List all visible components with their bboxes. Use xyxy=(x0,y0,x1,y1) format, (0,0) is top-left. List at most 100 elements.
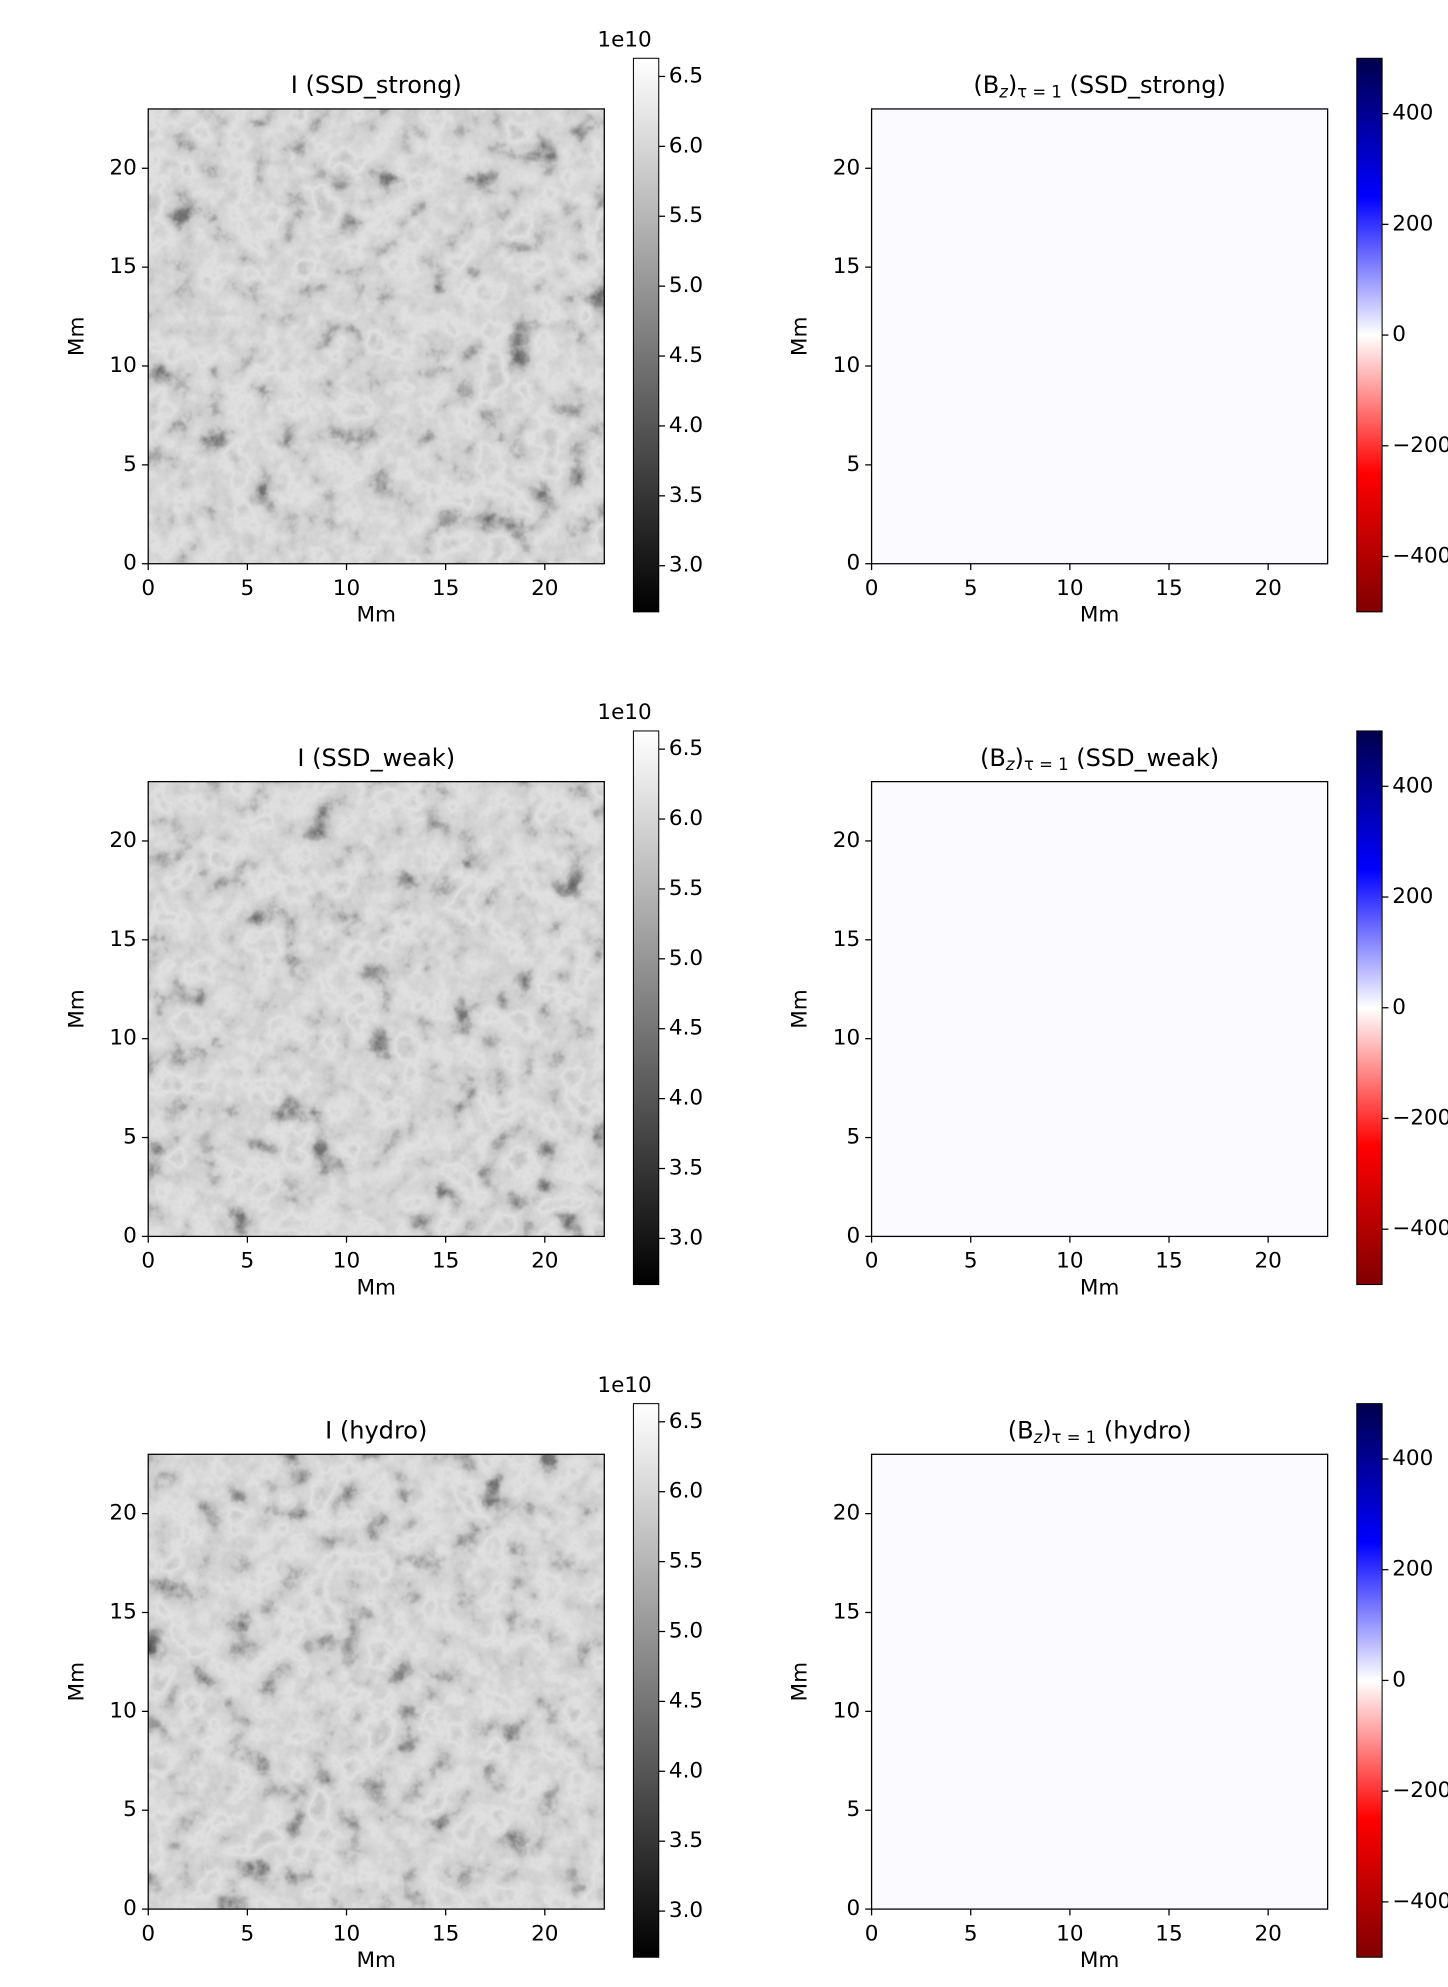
colorbar-tick-label: 5.0 xyxy=(669,946,703,971)
y-axis-label: Mm xyxy=(788,1662,813,1702)
heatmap-image xyxy=(871,1454,1328,1910)
title-part: ) xyxy=(1015,744,1024,772)
y-tick-label: 15 xyxy=(833,927,860,952)
chart-title: (Bz)τ = 1 (SSD_strong) xyxy=(973,71,1226,101)
y-tick-label: 15 xyxy=(109,927,136,952)
title-part: (B xyxy=(973,71,999,99)
x-tick-label: 15 xyxy=(1155,1249,1182,1274)
heatmap-image xyxy=(148,781,605,1237)
y-tick-label: 15 xyxy=(833,1599,860,1624)
colorbar-tick-label: 6.5 xyxy=(669,736,703,761)
y-tick-label: 20 xyxy=(109,1501,136,1526)
colorbar-tick-label: 3.5 xyxy=(669,483,703,508)
title-part: I (hydro) xyxy=(325,1417,427,1445)
x-tick-label: 0 xyxy=(865,1249,879,1274)
colorbar-tick-label: 200 xyxy=(1392,211,1433,236)
x-tick-label: 10 xyxy=(1056,576,1083,601)
x-tick-label: 20 xyxy=(1254,1921,1281,1946)
chart-title: (Bz)τ = 1 (hydro) xyxy=(1008,1417,1192,1447)
title-part: τ = 1 xyxy=(1024,755,1069,774)
x-tick-label: 0 xyxy=(141,1249,155,1274)
x-axis-label: Mm xyxy=(356,1948,396,1973)
heatmap-image xyxy=(871,781,1328,1237)
x-tick-label: 15 xyxy=(432,1921,459,1946)
colorbar-tick-label: 4.5 xyxy=(669,1688,703,1713)
x-tick-label: 10 xyxy=(333,1921,360,1946)
title-part: (SSD_strong) xyxy=(1062,71,1226,99)
y-tick-label: 5 xyxy=(123,452,137,477)
colorbar xyxy=(1356,730,1383,1286)
colorbar-tick-label: −200 xyxy=(1392,1778,1448,1803)
title-part: ) xyxy=(1008,71,1017,99)
colorbar-tick-label: 400 xyxy=(1392,101,1433,126)
y-axis-label: Mm xyxy=(788,989,813,1029)
y-tick-label: 5 xyxy=(123,1125,137,1150)
x-tick-label: 5 xyxy=(241,1249,255,1274)
y-tick-label: 10 xyxy=(833,1698,860,1723)
colorbar-tick-label: 400 xyxy=(1392,773,1433,798)
x-tick-label: 15 xyxy=(1155,1921,1182,1946)
axes-frame xyxy=(147,780,605,1238)
title-part: I (SSD_strong) xyxy=(291,71,462,99)
y-tick-label: 20 xyxy=(109,828,136,853)
title-part: (B xyxy=(980,744,1006,772)
x-tick-label: 20 xyxy=(1254,576,1281,601)
y-tick-label: 5 xyxy=(846,1125,860,1150)
x-axis-label: Mm xyxy=(356,603,396,628)
colorbar-tick-label: 3.0 xyxy=(669,1225,703,1250)
x-tick-label: 0 xyxy=(865,576,879,601)
colorbar-tick-label: 0 xyxy=(1392,1667,1406,1692)
colorbar-tick-label: 0 xyxy=(1392,322,1406,347)
y-tick-label: 15 xyxy=(833,254,860,279)
colorbar-tick-label: 6.0 xyxy=(669,133,703,158)
y-tick-label: 10 xyxy=(833,1026,860,1051)
title-part: z xyxy=(1005,755,1015,774)
colorbar-tick-label: −200 xyxy=(1392,433,1448,458)
chart-title: I (hydro) xyxy=(325,1417,427,1445)
x-tick-label: 5 xyxy=(964,576,978,601)
x-tick-label: 0 xyxy=(865,1921,879,1946)
title-part: τ = 1 xyxy=(1052,1427,1097,1446)
x-tick-label: 20 xyxy=(531,1921,558,1946)
x-tick-label: 15 xyxy=(432,1249,459,1274)
y-axis-label: Mm xyxy=(64,989,89,1029)
x-tick-label: 10 xyxy=(333,576,360,601)
colorbar xyxy=(632,1403,660,1958)
colorbar-tick-label: −400 xyxy=(1392,1889,1448,1914)
colorbar-tick-label: 3.0 xyxy=(669,1898,703,1923)
x-tick-label: 5 xyxy=(964,1921,978,1946)
y-tick-label: 20 xyxy=(833,828,860,853)
colorbar-tick-label: −400 xyxy=(1392,544,1448,569)
title-part: (SSD_weak) xyxy=(1069,744,1220,772)
colorbar-tick-label: 4.5 xyxy=(669,1016,703,1041)
colorbar-tick-label: 4.5 xyxy=(669,343,703,368)
chart-title: I (SSD_strong) xyxy=(291,71,462,99)
y-tick-label: 15 xyxy=(109,1599,136,1624)
y-tick-label: 15 xyxy=(109,254,136,279)
colorbar xyxy=(1356,57,1383,613)
title-part: z xyxy=(998,82,1008,101)
colorbar-tick-label: −400 xyxy=(1392,1216,1448,1241)
title-part: I (SSD_weak) xyxy=(297,744,455,772)
y-tick-label: 0 xyxy=(123,1223,137,1248)
title-part: z xyxy=(1033,1427,1043,1446)
y-tick-label: 0 xyxy=(846,551,860,576)
colorbar-tick-label: 6.5 xyxy=(669,63,703,88)
x-tick-label: 0 xyxy=(141,1921,155,1946)
title-part: τ = 1 xyxy=(1017,82,1062,101)
title-part: ) xyxy=(1042,1417,1051,1445)
title-part: (hydro) xyxy=(1096,1417,1191,1445)
y-axis-label: Mm xyxy=(64,317,89,357)
heatmap-image xyxy=(871,108,1328,564)
x-tick-label: 10 xyxy=(333,1249,360,1274)
colorbar-tick-label: 5.5 xyxy=(669,1549,703,1574)
chart-title: I (SSD_weak) xyxy=(297,744,455,772)
x-tick-label: 20 xyxy=(1254,1249,1281,1274)
chart-title: (Bz)τ = 1 (SSD_weak) xyxy=(980,744,1219,774)
colorbar-tick-label: 400 xyxy=(1392,1446,1433,1471)
colorbar-tick-label: 0 xyxy=(1392,995,1406,1020)
x-tick-label: 20 xyxy=(531,1249,558,1274)
colorbar-tick-label: 4.0 xyxy=(669,1086,703,1111)
x-tick-label: 20 xyxy=(531,576,558,601)
